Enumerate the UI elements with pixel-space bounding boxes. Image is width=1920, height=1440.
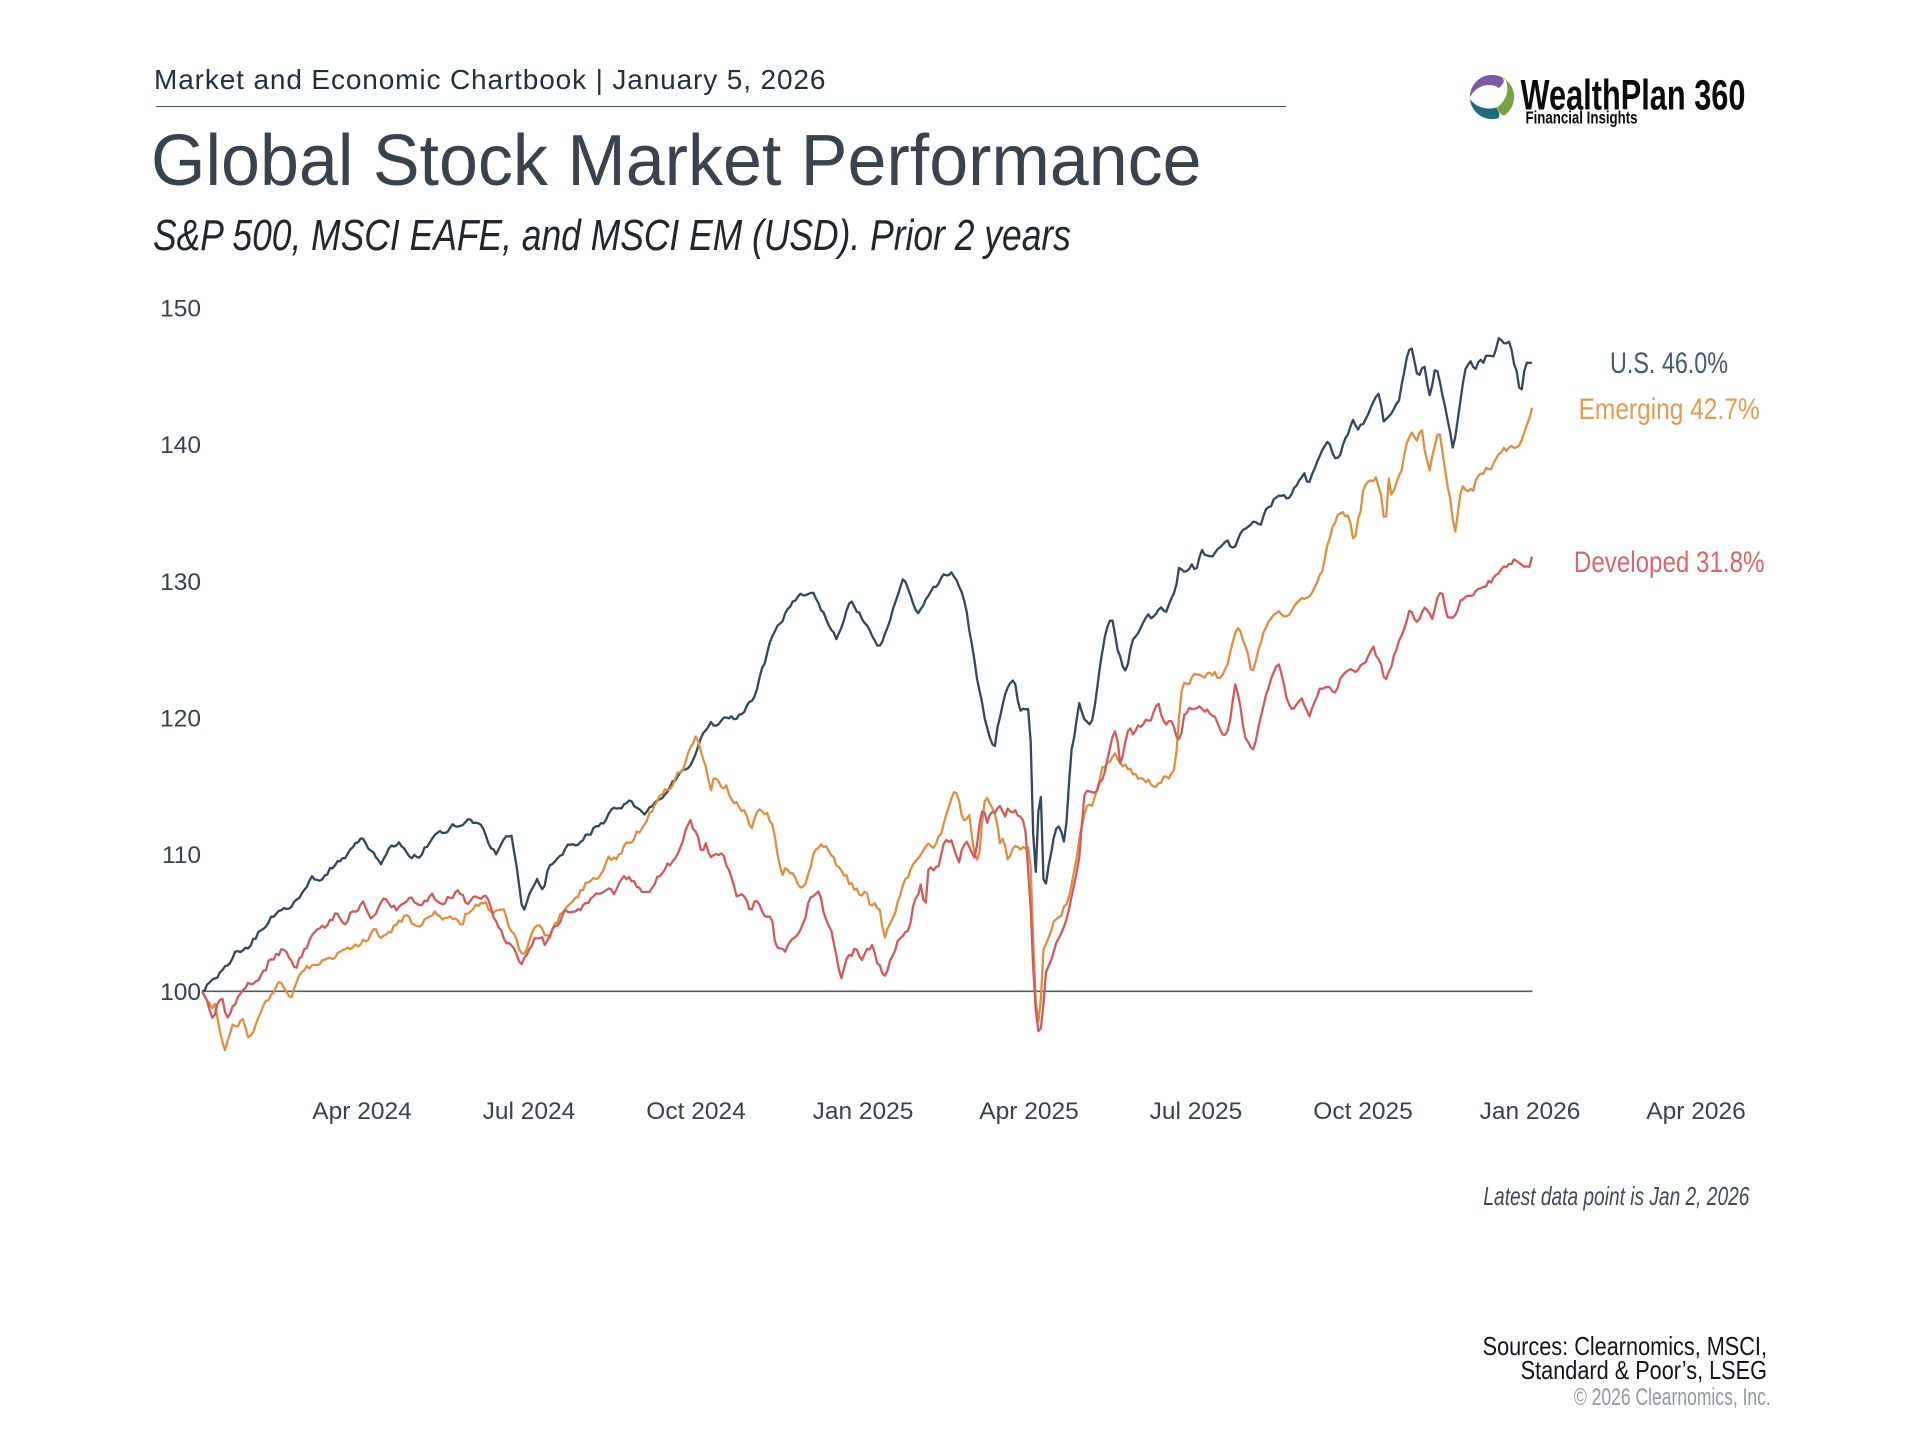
svg-text:WealthPlan 360: WealthPlan 360 (1521, 72, 1746, 120)
svg-text:Apr 2024: Apr 2024 (312, 1098, 411, 1125)
svg-text:Apr 2025: Apr 2025 (979, 1098, 1078, 1125)
svg-text:Emerging 42.7%: Emerging 42.7% (1579, 393, 1760, 426)
svg-text:Financial Insights: Financial Insights (1526, 108, 1638, 128)
svg-text:100: 100 (160, 979, 201, 1006)
svg-text:Oct 2025: Oct 2025 (1313, 1098, 1412, 1125)
svg-text:Jan 2025: Jan 2025 (813, 1098, 914, 1125)
svg-text:110: 110 (162, 842, 201, 869)
svg-text:U.S. 46.0%: U.S. 46.0% (1610, 347, 1728, 380)
svg-text:Developed 31.8%: Developed 31.8% (1574, 546, 1765, 579)
svg-text:130: 130 (160, 569, 201, 596)
svg-text:Jan 2026: Jan 2026 (1480, 1098, 1581, 1125)
svg-text:Oct 2024: Oct 2024 (646, 1098, 745, 1125)
svg-text:140: 140 (160, 432, 201, 459)
svg-text:Jul 2024: Jul 2024 (483, 1098, 576, 1125)
svg-text:150: 150 (160, 295, 201, 322)
svg-text:Apr 2026: Apr 2026 (1646, 1098, 1745, 1125)
svg-text:Jul 2025: Jul 2025 (1150, 1098, 1243, 1125)
svg-text:120: 120 (160, 706, 201, 733)
